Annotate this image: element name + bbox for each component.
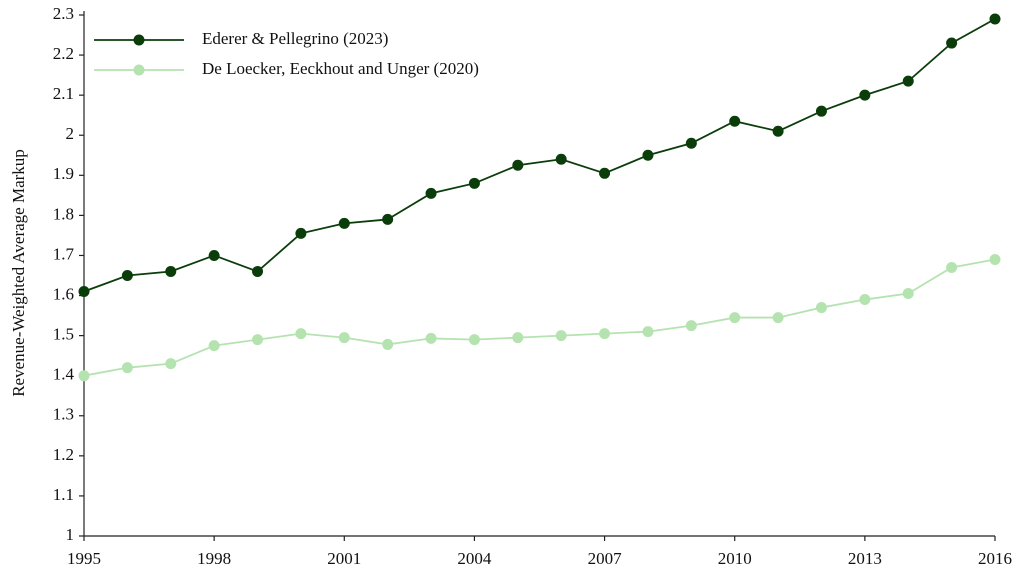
data-point — [555, 153, 567, 165]
series-line — [83, 258, 996, 377]
data-point — [772, 125, 784, 137]
data-point — [121, 270, 133, 281]
y-tick-label: 1 — [66, 525, 75, 544]
x-tick-label: 2004 — [457, 549, 492, 568]
data-point — [599, 167, 611, 179]
y-tick-label: 1.3 — [53, 405, 74, 424]
data-point — [599, 328, 611, 340]
data-point — [902, 288, 914, 300]
x-tick-label: 1998 — [197, 549, 231, 568]
legend-marker — [133, 64, 145, 76]
data-point — [425, 332, 437, 344]
data-point — [642, 149, 654, 161]
data-point — [685, 137, 697, 149]
data-point — [165, 358, 177, 370]
data-point — [642, 326, 654, 338]
data-point — [78, 286, 90, 298]
data-point — [295, 227, 307, 239]
data-point — [382, 213, 394, 225]
data-point — [468, 177, 480, 189]
x-tick-label: 2010 — [718, 549, 752, 568]
data-point — [989, 13, 1001, 25]
data-point — [815, 105, 827, 117]
legend-marker — [133, 34, 145, 46]
series-line — [83, 18, 996, 293]
data-point — [512, 332, 524, 344]
legend-label: Ederer & Pellegrino (2023) — [202, 29, 388, 48]
data-point — [208, 340, 220, 352]
y-tick-label: 1.6 — [53, 284, 74, 303]
y-tick-label: 1.2 — [53, 445, 74, 464]
data-point — [512, 159, 524, 171]
data-point — [946, 261, 958, 273]
data-point — [252, 265, 264, 277]
x-tick-label: 2007 — [588, 549, 623, 568]
data-point — [729, 115, 741, 127]
x-tick-label: 2013 — [848, 549, 882, 568]
data-point — [121, 362, 133, 374]
legend-label: De Loecker, Eeckhout and Unger (2020) — [202, 59, 479, 78]
y-tick-label: 2.2 — [53, 44, 74, 63]
y-tick-label: 1.7 — [53, 244, 75, 263]
y-tick-label: 1.5 — [53, 325, 74, 344]
y-axis-label: Revenue-Weighted Average Markup — [9, 149, 28, 397]
data-point — [729, 312, 741, 324]
data-point — [338, 217, 350, 229]
data-point — [425, 187, 437, 199]
data-point — [208, 249, 220, 261]
data-point — [859, 89, 871, 101]
data-point — [946, 37, 958, 49]
y-tick-label: 1.4 — [53, 365, 75, 384]
data-point — [252, 334, 264, 346]
x-tick-label: 2001 — [327, 549, 361, 568]
data-point — [338, 332, 350, 344]
x-tick-label: 2016 — [978, 549, 1012, 568]
data-point — [815, 302, 827, 314]
data-point — [902, 75, 914, 87]
data-point — [555, 330, 567, 342]
y-tick-label: 1.1 — [53, 485, 74, 504]
data-point — [295, 328, 307, 340]
y-tick-label: 1.8 — [53, 204, 74, 223]
y-tick-label: 2.1 — [53, 84, 74, 103]
y-tick-label: 2.3 — [53, 4, 74, 23]
data-point — [685, 320, 697, 332]
data-point — [382, 338, 394, 350]
data-point — [165, 265, 177, 277]
x-tick-label: 1995 — [67, 549, 101, 568]
data-point — [859, 294, 871, 306]
data-point — [468, 334, 480, 346]
data-point — [78, 370, 90, 382]
data-point — [772, 312, 784, 324]
y-tick-label: 1.9 — [53, 164, 74, 183]
y-tick-label: 2 — [66, 124, 75, 143]
data-point — [989, 253, 1001, 265]
